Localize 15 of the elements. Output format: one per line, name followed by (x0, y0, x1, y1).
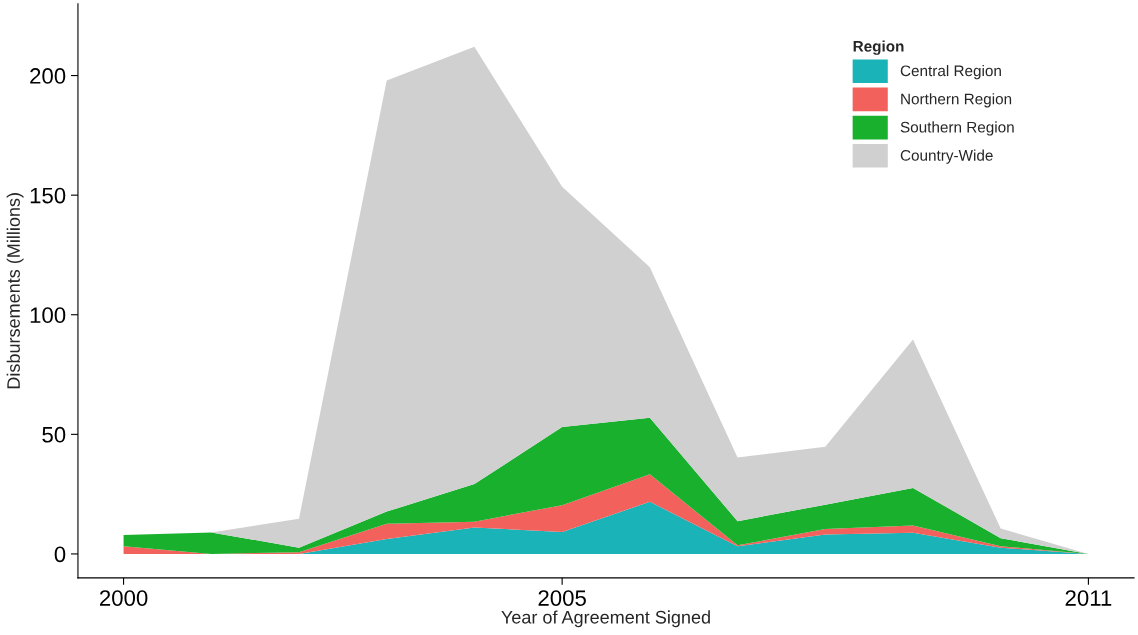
x-axis-title: Year of Agreement Signed (501, 610, 710, 628)
y-tick-label: 0 (54, 546, 66, 563)
x-tick-label: 2011 (1065, 590, 1112, 606)
y-tick-label: 50 (42, 426, 66, 443)
y-tick-label: 150 (30, 187, 66, 204)
x-tick-label: 2000 (99, 590, 148, 606)
y-tick-label: 100 (30, 307, 66, 324)
y-axis-title: Disbursements (Millions) (6, 193, 24, 389)
legend-label: Northern Region (901, 93, 1012, 108)
x-tick-label: 2005 (538, 590, 586, 606)
legend-label: Central Region (900, 64, 1001, 80)
legend-label: Southern Region (900, 121, 1014, 136)
y-tick-label: 200 (30, 68, 66, 84)
legend-label: Country-Wide (900, 149, 993, 164)
legend-title: Region (853, 40, 904, 55)
